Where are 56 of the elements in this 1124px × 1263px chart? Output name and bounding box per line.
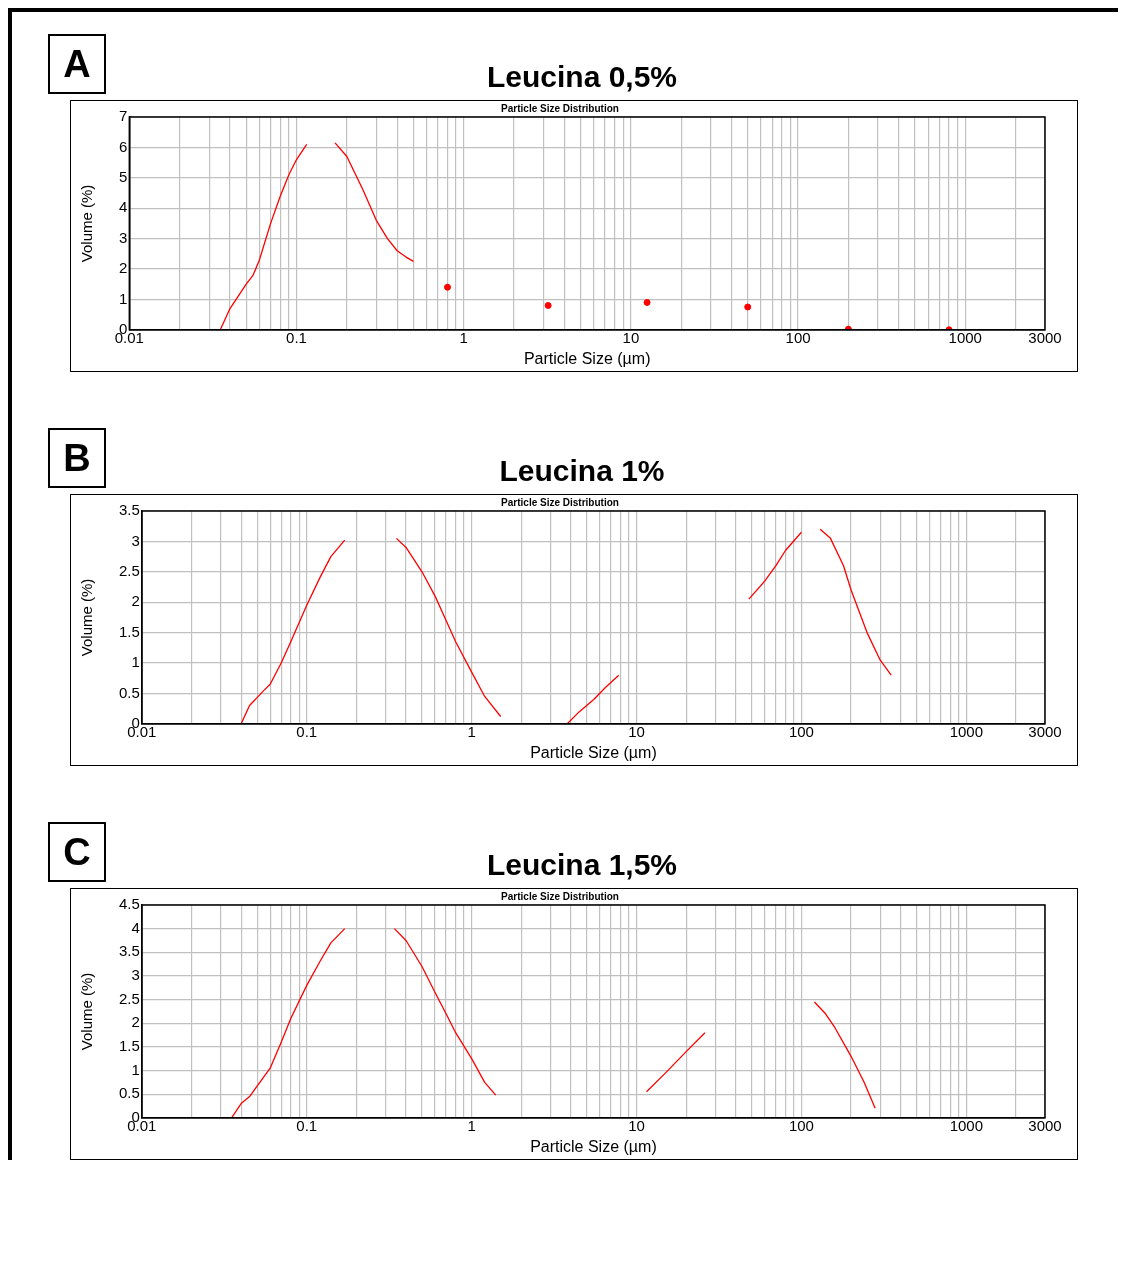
y-tick-label: 2.5 (118, 561, 140, 579)
x-axis-title: Particle Size (µm) (523, 349, 651, 367)
y-tick-label: 3 (131, 531, 140, 549)
y-tick-label: 1 (131, 1060, 140, 1078)
y-tick-label: 5 (119, 167, 128, 185)
text: A (48, 34, 106, 94)
y-tick-label: 1 (131, 653, 140, 671)
y-tick-label: 3.5 (118, 501, 140, 519)
x-tick-label: 10 (628, 722, 645, 740)
y-tick-label: 4.5 (118, 895, 140, 913)
x-tick-label: 0.1 (296, 722, 318, 740)
y-tick-label: 0.5 (118, 683, 140, 701)
x-tick-label: 1 (467, 1116, 476, 1134)
y-tick-label: 1 (119, 289, 128, 307)
text: B (48, 428, 106, 488)
y-tick-label: 6 (119, 137, 128, 155)
x-tick-label: 0.1 (286, 328, 307, 346)
x-tick-label: 1000 (949, 1116, 984, 1134)
x-tick-label: 3000 (1028, 328, 1062, 346)
y-tick-label: 3.5 (118, 942, 140, 960)
chart-title: Leucina 1% (498, 454, 666, 488)
y-tick-label: 4 (119, 198, 128, 216)
y-axis-title: Volume (%) (78, 972, 96, 1051)
y-tick-label: 1.5 (118, 622, 140, 640)
y-tick-label: 2 (119, 259, 128, 277)
y-axis-title: Volume (%) (78, 578, 96, 657)
x-axis-title: Particle Size (µm) (530, 743, 657, 761)
x-tick-label: 3000 (1028, 722, 1062, 740)
x-tick-label: 100 (788, 722, 814, 740)
x-tick-label: 10 (622, 328, 640, 346)
chart-subtitle: Particle Size Distribution (501, 890, 619, 902)
chart-title: Leucina 0,5% (485, 60, 679, 94)
x-tick-label: 1000 (949, 722, 984, 740)
x-tick-label: 100 (788, 1116, 814, 1134)
x-tick-label: 10 (628, 1116, 645, 1134)
y-axis-title: Volume (%) (78, 184, 96, 263)
y-tick-label: 0.5 (118, 1084, 140, 1102)
y-tick-label: 3 (131, 966, 140, 984)
y-tick-label: 2.5 (118, 989, 140, 1007)
y-tick-label: 2 (131, 1013, 140, 1031)
text: C (48, 822, 106, 882)
x-tick-label: 0.1 (296, 1116, 318, 1134)
x-tick-label: 100 (785, 328, 811, 346)
x-tick-label: 3000 (1028, 1116, 1062, 1134)
y-tick-label: 4 (131, 918, 140, 936)
y-tick-label: 2 (131, 592, 140, 610)
y-tick-label: 3 (119, 228, 128, 246)
x-tick-label: 1000 (948, 328, 982, 346)
x-axis-title: Particle Size (µm) (530, 1137, 657, 1155)
x-tick-label: 1 (467, 722, 476, 740)
y-tick-label: 1.5 (118, 1037, 140, 1055)
y-tick-label: 7 (119, 107, 128, 125)
chart-title: Leucina 1,5% (485, 848, 679, 882)
chart-subtitle: Particle Size Distribution (501, 102, 619, 114)
x-tick-label: 1 (459, 328, 468, 346)
chart-subtitle: Particle Size Distribution (501, 496, 619, 508)
